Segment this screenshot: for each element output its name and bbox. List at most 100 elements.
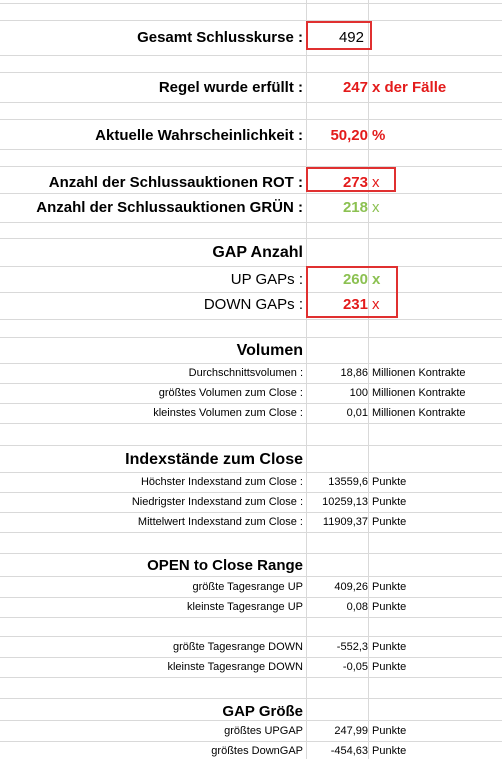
row-divider	[0, 576, 502, 577]
down-gaps-value[interactable]: 231	[342, 296, 368, 313]
row-divider	[0, 597, 502, 598]
range-row-value[interactable]: -0,05	[342, 661, 368, 673]
row-divider	[0, 292, 502, 293]
volume-row-unit: Millionen Kontrakte	[372, 407, 466, 419]
row-divider	[0, 741, 502, 742]
row-divider	[0, 657, 502, 658]
volume-row-label: Durchschnittsvolumen :	[188, 367, 303, 379]
row-divider	[0, 72, 502, 73]
row-divider	[0, 383, 502, 384]
gap-count-title: GAP Anzahl	[212, 244, 303, 261]
range-row-label: größte Tagesrange DOWN	[172, 641, 303, 653]
index-row-value[interactable]: 11909,37	[322, 516, 368, 528]
range-row-label: größte Tagesrange UP	[192, 581, 303, 593]
row-divider	[0, 677, 502, 678]
range-row-unit: Punkte	[372, 601, 407, 613]
range-row-unit: Punkte	[372, 641, 407, 653]
gap-size-row-value[interactable]: 247,99	[334, 725, 368, 737]
total-closes-value[interactable]: 492	[338, 29, 364, 46]
index-row-label: Mittelwert Indexstand zum Close :	[137, 516, 303, 528]
total-closes-label: Gesamt Schlusskurse :	[137, 29, 303, 46]
up-gaps-label: UP GAPs :	[230, 271, 303, 288]
row-divider	[0, 636, 502, 637]
volume-row-value[interactable]: 18,86	[340, 367, 368, 379]
volume-row-label: größtes Volumen zum Close :	[158, 387, 303, 399]
range-row-value[interactable]: 0,08	[346, 601, 368, 613]
rule-fulfilled-unit: x der Fälle	[372, 79, 447, 96]
row-divider	[0, 238, 502, 239]
rule-fulfilled-label: Regel wurde erfüllt :	[158, 79, 303, 96]
up-gaps-value[interactable]: 260	[342, 271, 368, 288]
row-divider	[0, 337, 502, 338]
volume-row-unit: Millionen Kontrakte	[372, 367, 466, 379]
row-divider	[0, 3, 502, 4]
row-divider	[0, 720, 502, 721]
range-row-value[interactable]: -552,3	[336, 641, 368, 653]
gap-size-row-label: größtes DownGAP	[211, 745, 303, 757]
row-divider	[0, 266, 502, 267]
volume-row-value[interactable]: 0,01	[346, 407, 368, 419]
row-divider	[0, 102, 502, 103]
row-divider	[0, 492, 502, 493]
row-divider	[0, 149, 502, 150]
up-gaps-unit: x	[372, 271, 381, 288]
range-row-unit: Punkte	[372, 581, 407, 593]
probability-label: Aktuelle Wahrscheinlichkeit :	[95, 127, 303, 144]
column-divider	[368, 0, 369, 759]
green-auctions-label: Anzahl der Schlussauktionen GRÜN :	[36, 199, 303, 216]
range-row-label: kleinste Tagesrange UP	[187, 601, 303, 613]
index-row-label: Niedrigster Indexstand zum Close :	[131, 496, 303, 508]
green-auctions-value[interactable]: 218	[342, 199, 368, 216]
gap-size-title: GAP Größe	[222, 703, 303, 720]
row-divider	[0, 698, 502, 699]
range-row-value[interactable]: 409,26	[334, 581, 368, 593]
row-divider	[0, 119, 502, 120]
highlight-box	[306, 167, 396, 192]
volume-row-label: kleinstes Volumen zum Close :	[153, 407, 303, 419]
row-divider	[0, 166, 502, 167]
probability-unit: %	[372, 127, 386, 144]
volume-row-unit: Millionen Kontrakte	[372, 387, 466, 399]
row-divider	[0, 445, 502, 446]
row-divider	[0, 193, 502, 194]
down-gaps-label: DOWN GAPs :	[203, 296, 303, 313]
row-divider	[0, 403, 502, 404]
volume-title: Volumen	[236, 342, 303, 359]
range-title: OPEN to Close Range	[147, 557, 303, 574]
highlight-box	[306, 266, 398, 318]
row-divider	[0, 20, 502, 21]
green-auctions-unit: x	[372, 199, 380, 216]
row-divider	[0, 553, 502, 554]
gap-size-row-unit: Punkte	[372, 745, 407, 757]
row-divider	[0, 423, 502, 424]
row-divider	[0, 532, 502, 533]
red-auctions-label: Anzahl der Schlussauktionen ROT :	[48, 174, 303, 191]
gap-size-row-label: größtes UPGAP	[224, 725, 303, 737]
red-auctions-unit: x	[372, 174, 380, 191]
index-row-unit: Punkte	[372, 516, 407, 528]
index-row-value[interactable]: 13559,6	[328, 476, 368, 488]
row-divider	[0, 617, 502, 618]
row-divider	[0, 363, 502, 364]
index-row-unit: Punkte	[372, 476, 407, 488]
index-row-unit: Punkte	[372, 496, 407, 508]
range-row-label: kleinste Tagesrange DOWN	[167, 661, 303, 673]
volume-row-value[interactable]: 100	[349, 387, 368, 399]
probability-value[interactable]: 50,20	[330, 127, 368, 144]
row-divider	[0, 222, 502, 223]
highlight-box	[306, 21, 372, 50]
gap-size-row-value[interactable]: -454,63	[330, 745, 368, 757]
row-divider	[0, 55, 502, 56]
gap-size-row-unit: Punkte	[372, 725, 407, 737]
column-divider	[306, 0, 307, 759]
row-divider	[0, 319, 502, 320]
row-divider	[0, 472, 502, 473]
range-row-unit: Punkte	[372, 661, 407, 673]
index-row-label: Höchster Indexstand zum Close :	[140, 476, 303, 488]
red-auctions-value[interactable]: 273	[342, 174, 368, 191]
index-row-value[interactable]: 10259,13	[322, 496, 368, 508]
down-gaps-unit: x	[372, 296, 380, 313]
row-divider	[0, 512, 502, 513]
rule-fulfilled-value[interactable]: 247	[342, 79, 368, 96]
